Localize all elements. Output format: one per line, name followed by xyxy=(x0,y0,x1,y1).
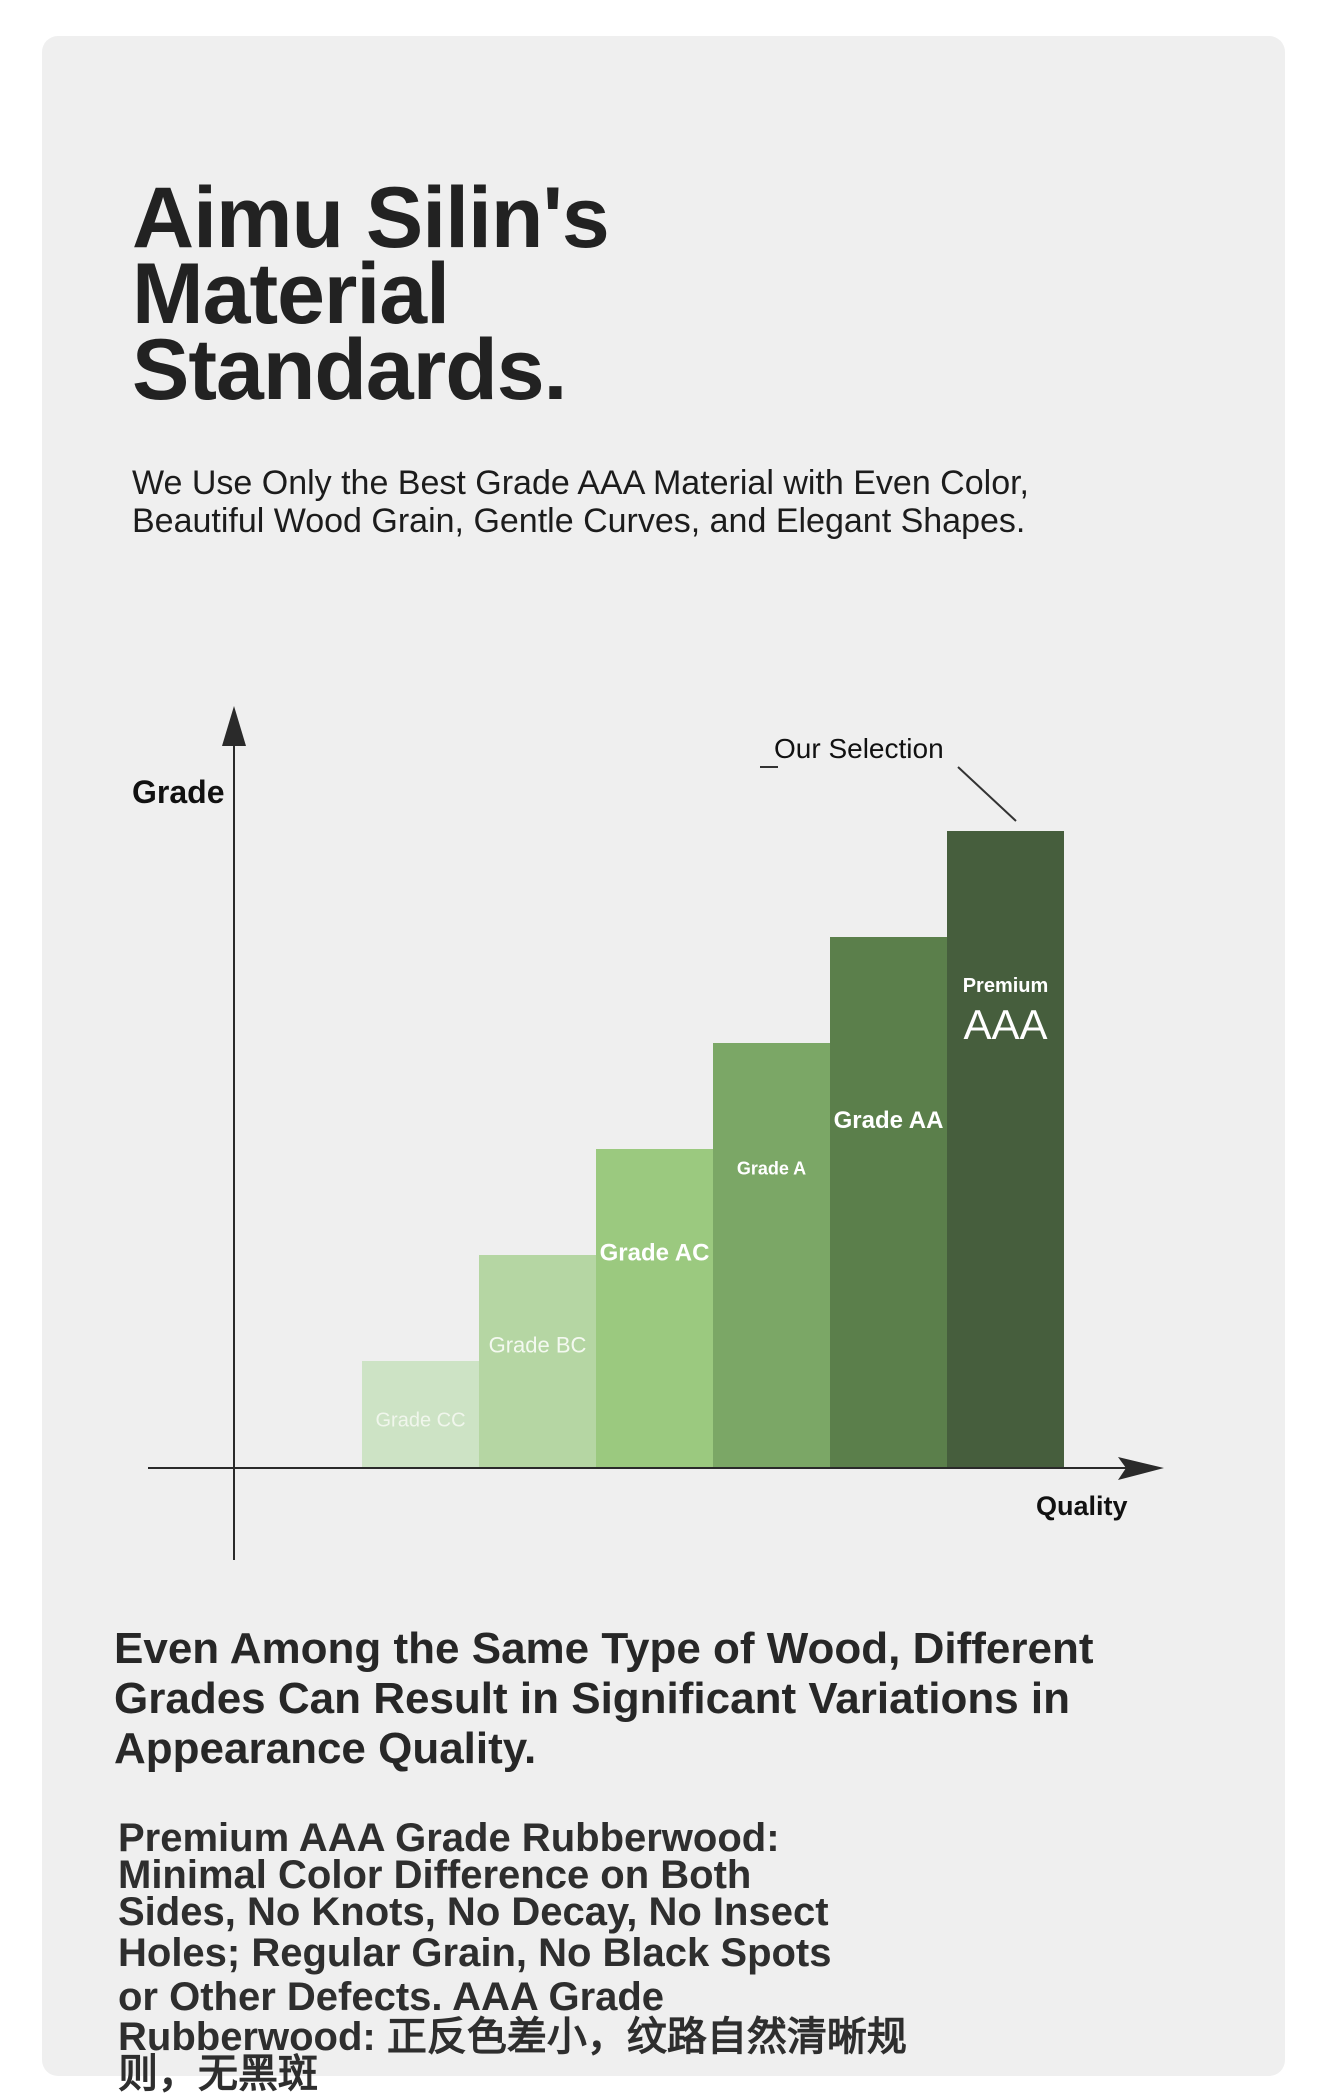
description-line: Holes; Regular Grain, No Black Spots xyxy=(118,1931,832,1975)
subtitle-line: We Use Only the Best Grade AAA Material … xyxy=(132,464,1029,502)
title-line: Standards. xyxy=(132,322,567,418)
bar-label: Grade AA xyxy=(834,1107,944,1134)
page-title: Aimu Silin's Material Standards. xyxy=(132,170,610,418)
y-axis-arrow xyxy=(222,706,246,746)
y-axis-label: Grade xyxy=(132,774,224,810)
x-axis-arrow xyxy=(1118,1457,1164,1480)
heading-line: Even Among the Same Type of Wood, Differ… xyxy=(114,1624,1094,1673)
bar-grade-bc xyxy=(479,1255,596,1467)
heading-line: Appearance Quality. xyxy=(114,1724,537,1773)
bar-label-grade: AAA xyxy=(963,1001,1047,1048)
bar-premium-aaa xyxy=(947,831,1064,1467)
subtitle-line: Beautiful Wood Grain, Gentle Curves, and… xyxy=(132,502,1026,540)
bar-label-premium: Premium xyxy=(963,975,1049,997)
bar-label: Grade CC xyxy=(375,1410,465,1432)
bar-label: Grade AC xyxy=(600,1239,710,1266)
description-line: Minimal Color Difference on Both xyxy=(118,1853,752,1897)
heading-line: Grades Can Result in Significant Variati… xyxy=(114,1674,1070,1723)
bar-grade-aa xyxy=(830,937,947,1467)
bar-label: Grade BC xyxy=(489,1333,587,1358)
title-line: Material xyxy=(132,246,450,342)
bar-grade-cc xyxy=(362,1361,479,1467)
annotation-bracket xyxy=(760,766,1017,822)
annotation-label: Our Selection xyxy=(774,733,944,764)
content-card xyxy=(42,36,1285,2076)
description-line: or Other Defects. AAA Grade xyxy=(118,1975,665,2019)
bar-grade-a xyxy=(713,1043,830,1467)
bar-grade-ac xyxy=(596,1149,713,1467)
page-subtitle: We Use Only the Best Grade AAA Material … xyxy=(132,464,1112,540)
grade-quality-chart: Grade CC Grade BC Grade AC Grade A Grade AA P… xyxy=(132,706,1164,1560)
description-line: Rubberwood: 正反色差小，纹路自然清晰规则，无黑斑 xyxy=(118,2015,907,2096)
title-line: Aimu Silin's xyxy=(132,170,610,266)
section-heading: Even Among the Same Type of Wood, Differ… xyxy=(114,1624,1234,1774)
description-line: Premium AAA Grade Rubberwood: xyxy=(118,1816,780,1860)
description-line: Sides, No Knots, No Decay, No Insect xyxy=(118,1890,829,1934)
x-axis-label: Quality xyxy=(1036,1491,1128,1521)
material-description: Premium AAA Grade Rubberwood: Minimal Co… xyxy=(118,1816,978,2096)
bar-label: Grade A xyxy=(737,1158,806,1178)
